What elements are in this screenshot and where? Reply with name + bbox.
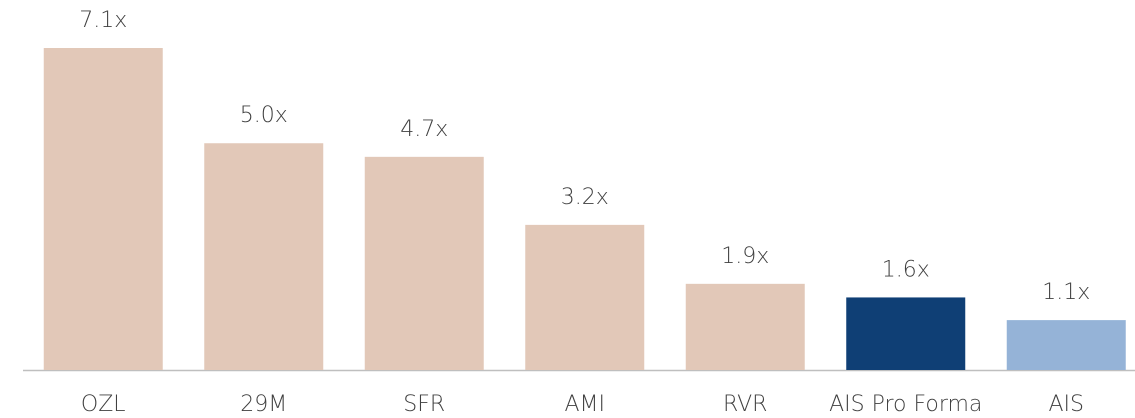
value-label: 3.2x: [561, 185, 609, 210]
x-tick-label: AIS: [1048, 392, 1084, 417]
x-tick-label: RVR: [723, 392, 767, 417]
x-tick-label: 29M: [240, 392, 287, 417]
bar: [525, 224, 645, 370]
value-label: 1.9x: [721, 244, 769, 269]
bar: [43, 48, 163, 370]
bar: [364, 156, 484, 370]
bar: [685, 283, 805, 370]
value-label: 1.1x: [1042, 280, 1090, 305]
x-tick-label: OZL: [81, 392, 126, 417]
x-tick-label: SFR: [403, 392, 445, 417]
value-label: 4.7x: [400, 117, 448, 142]
bar: [1006, 320, 1126, 370]
bar: [204, 143, 324, 370]
x-tick-label: AIS Pro Forma: [829, 392, 982, 417]
value-label: 5.0x: [240, 103, 288, 128]
x-tick-label: AMI: [564, 392, 605, 417]
value-label: 1.6x: [882, 257, 930, 282]
value-label: 7.1x: [79, 8, 127, 33]
bar: [846, 297, 966, 370]
